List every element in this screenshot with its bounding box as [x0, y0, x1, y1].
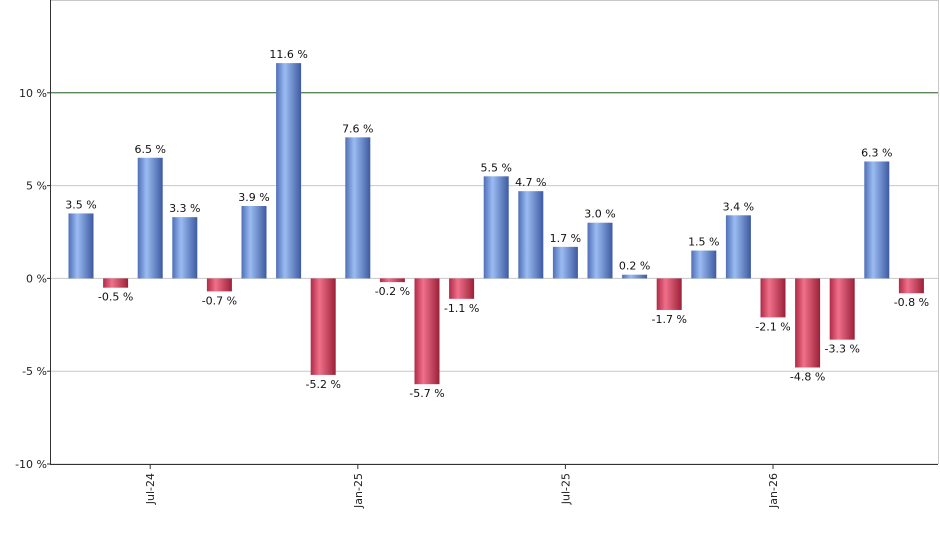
data-label: -5.2 %: [305, 378, 340, 391]
data-label: 3.0 %: [584, 208, 615, 221]
data-label: -0.7 %: [202, 294, 237, 307]
data-label: 7.6 %: [342, 122, 373, 135]
data-label: -1.7 %: [651, 313, 686, 326]
data-label: 6.3 %: [861, 146, 892, 159]
bar: [552, 246, 578, 279]
bar: [622, 274, 648, 279]
y-tick-label: -10 %: [15, 458, 47, 471]
bar: [345, 137, 371, 279]
x-tick-label: Jul-24: [144, 473, 157, 505]
data-label: 3.4 %: [723, 200, 754, 213]
data-label: -4.8 %: [790, 370, 825, 383]
bar: [483, 176, 509, 279]
bar: [656, 278, 682, 310]
data-label: 5.5 %: [480, 161, 511, 174]
bar: [518, 191, 544, 279]
data-label: -3.3 %: [824, 343, 859, 356]
bar: [725, 215, 751, 279]
data-label: -1.1 %: [444, 302, 479, 315]
bar: [68, 213, 94, 279]
bar: [103, 278, 129, 288]
bar: [241, 206, 267, 279]
data-label: 1.5 %: [688, 236, 719, 249]
data-label: 3.3 %: [169, 202, 200, 215]
bar: [172, 217, 198, 279]
bar: [206, 278, 232, 292]
axes-layer: 10 % 5 % 0 % -5 % -10 % Jul-24 Jan-25 Jul-25 Jan…: [15, 0, 939, 509]
bar: [898, 278, 924, 294]
data-label: 4.7 %: [515, 176, 546, 189]
data-label: 11.6 %: [269, 48, 307, 61]
bar: [449, 278, 475, 299]
data-label: -0.8 %: [894, 296, 929, 309]
bar: [864, 161, 890, 279]
data-label: 3.9 %: [238, 191, 269, 204]
y-tick-label: 5 %: [26, 180, 47, 193]
bars-layer: [68, 63, 924, 385]
data-label: -0.2 %: [375, 285, 410, 298]
data-label: 0.2 %: [619, 260, 650, 273]
bar: [829, 278, 855, 340]
bar: [587, 222, 613, 279]
bar: [795, 278, 821, 368]
bar: [276, 63, 302, 279]
data-label: 6.5 %: [134, 143, 165, 156]
data-label: -0.5 %: [98, 291, 133, 304]
bar: [760, 278, 786, 318]
bar: [310, 278, 336, 375]
data-label: 1.7 %: [550, 232, 581, 245]
y-tick-label: 10 %: [19, 87, 47, 100]
y-tick-label: -5 %: [22, 365, 47, 378]
bar: [414, 278, 440, 385]
data-labels-layer: 3.5 % -0.5 % 6.5 % 3.3 % -0.7 % 3.9 % 11.6 % -5…: [65, 48, 929, 400]
x-tick-label: Jan-25: [352, 473, 365, 509]
y-tick-label: 0 %: [26, 272, 47, 285]
data-label: -5.7 %: [409, 387, 444, 400]
bar: [379, 278, 405, 283]
bar: [691, 250, 717, 279]
data-label: -2.1 %: [755, 320, 790, 333]
x-tick-label: Jul-25: [559, 473, 572, 505]
x-tick-label: Jan-26: [767, 473, 780, 509]
bar: [137, 157, 163, 279]
data-label: 3.5 %: [65, 198, 96, 211]
